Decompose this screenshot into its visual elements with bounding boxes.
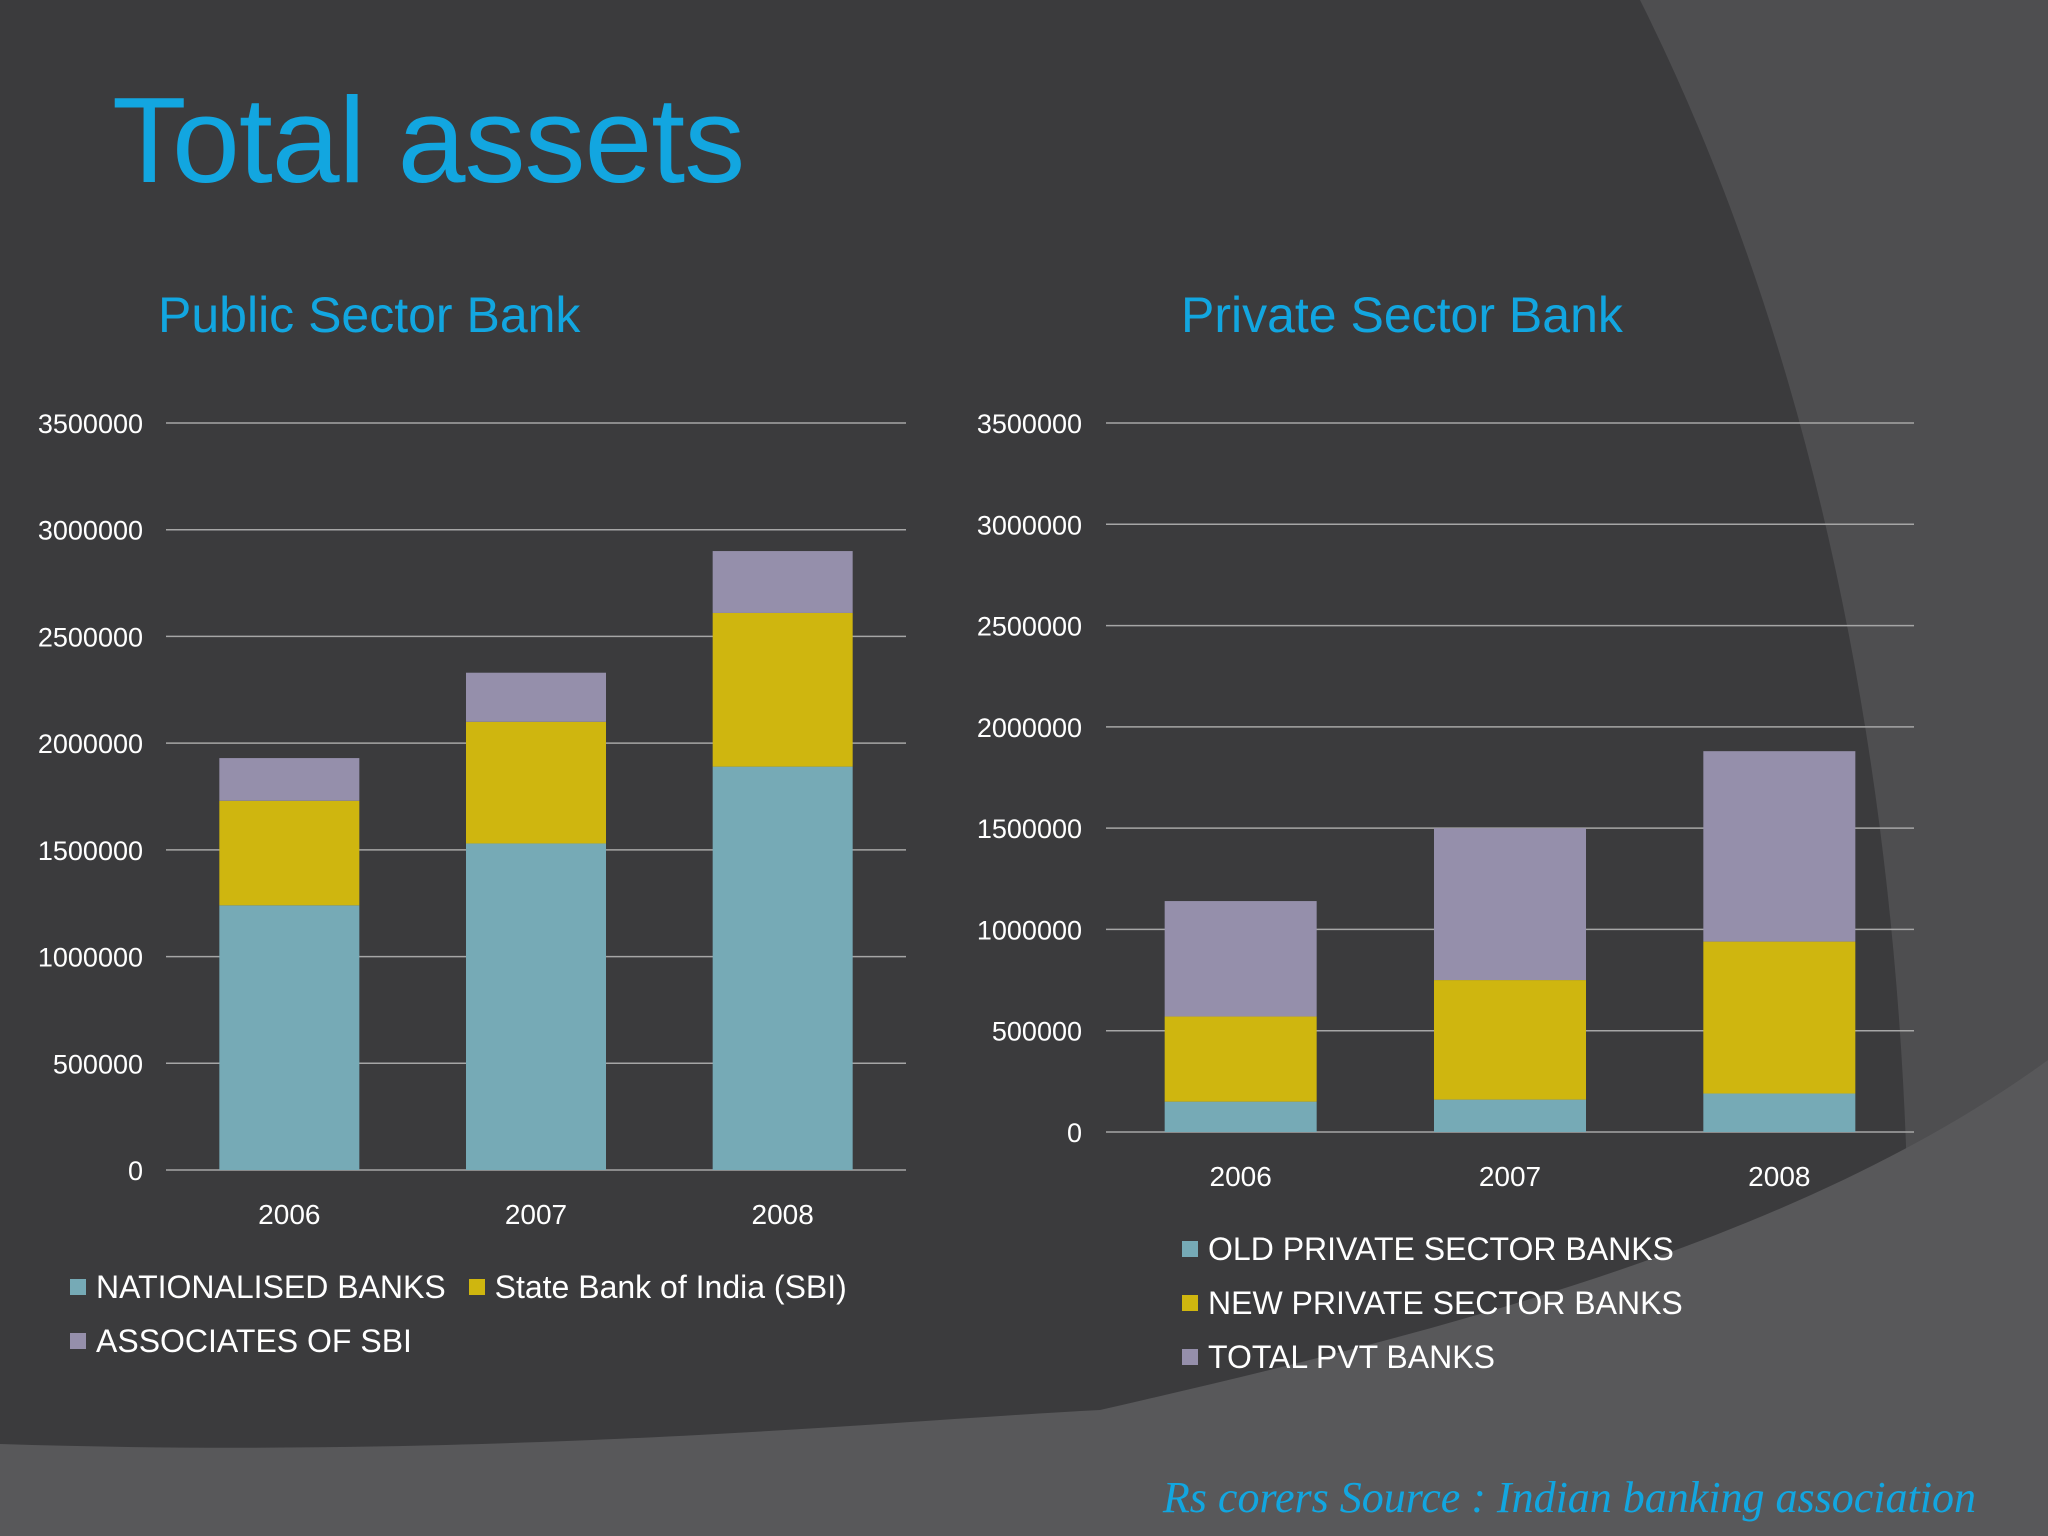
x-tick-label: 2007 (1479, 1161, 1541, 1192)
bar-segment (712, 766, 853, 1170)
y-tick-label: 2000000 (977, 713, 1082, 743)
public-chart: 0 500000 1000000 1500000 2000000 2500000 30000… (38, 409, 906, 1230)
public-chart-legend: NATIONALISED BANKS State Bank of India (… (70, 1260, 930, 1368)
legend-label: NATIONALISED BANKS (96, 1268, 446, 1305)
y-tick-label: 2500000 (977, 612, 1082, 642)
bar-segment (466, 721, 606, 844)
bar-segment (1434, 1099, 1586, 1132)
legend-swatch (468, 1279, 485, 1295)
y-tick-label: 500000 (992, 1017, 1082, 1047)
y-tick-label: 3000000 (977, 510, 1082, 540)
y-tick-label: 1500000 (977, 814, 1082, 844)
legend-label: TOTAL PVT BANKS (1208, 1338, 1495, 1375)
y-tick-label: 3000000 (38, 516, 143, 546)
x-tick-label: 2007 (505, 1199, 567, 1230)
legend-item-nationalised-banks: NATIONALISED BANKS (70, 1260, 446, 1314)
bar-segment (1703, 751, 1856, 942)
bar-segment (712, 612, 853, 767)
public-chart-title: Public Sector Bank (158, 287, 581, 343)
legend-label: NEW PRIVATE SECTOR BANKS (1208, 1284, 1683, 1321)
legend-item-associates-of-sbi: ASSOCIATES OF SBI (70, 1314, 412, 1368)
legend-label: OLD PRIVATE SECTOR BANKS (1208, 1230, 1674, 1267)
bar-segment (219, 800, 360, 906)
bar-segment (219, 905, 360, 1170)
bar-segment (1703, 941, 1856, 1094)
bar-segment (1703, 1093, 1856, 1132)
y-tick-label: 500000 (53, 1049, 143, 1079)
bar-segment (1164, 901, 1317, 1017)
legend-item-new-private-sector-banks: NEW PRIVATE SECTOR BANKS (1182, 1276, 1868, 1330)
x-tick-label: 2008 (1748, 1161, 1810, 1192)
x-tick-label: 2006 (258, 1199, 320, 1230)
private-chart-legend: OLD PRIVATE SECTOR BANKS NEW PRIVATE SEC… (1182, 1222, 1882, 1384)
bar-segment (712, 551, 853, 613)
legend-item-total-pvt-banks: TOTAL PVT BANKS (1182, 1330, 1868, 1384)
bar-segment (219, 758, 360, 801)
x-tick-label: 2006 (1210, 1161, 1272, 1192)
y-tick-label: 3500000 (38, 409, 143, 439)
bar-segment (466, 843, 606, 1170)
legend-item-sbi: State Bank of India (SBI) (468, 1260, 847, 1314)
y-tick-label: 0 (128, 1156, 143, 1186)
bar-segment (1164, 1016, 1317, 1102)
legend-swatch (1182, 1349, 1198, 1365)
slide-title: Total assets (112, 72, 745, 208)
x-tick-label: 2008 (752, 1199, 814, 1230)
legend-label: State Bank of India (SBI) (494, 1268, 847, 1305)
bar-segment (466, 672, 606, 722)
legend-swatch (1182, 1241, 1198, 1257)
y-tick-label: 1500000 (38, 836, 143, 866)
legend-item-old-private-sector-banks: OLD PRIVATE SECTOR BANKS (1182, 1222, 1868, 1276)
y-tick-label: 0 (1067, 1118, 1082, 1148)
y-tick-label: 2500000 (38, 622, 143, 652)
legend-label: ASSOCIATES OF SBI (96, 1322, 412, 1359)
private-chart: 0 500000 1000000 1500000 2000000 2500000 30000… (977, 409, 1914, 1192)
private-chart-title: Private Sector Bank (1181, 287, 1623, 343)
legend-swatch (70, 1279, 86, 1295)
y-tick-label: 2000000 (38, 729, 143, 759)
legend-swatch (1182, 1295, 1198, 1311)
bar-segment (1434, 828, 1586, 981)
bar-segment (1434, 980, 1586, 1100)
y-tick-label: 1000000 (38, 943, 143, 973)
legend-swatch (70, 1333, 86, 1349)
y-tick-label: 3500000 (977, 409, 1082, 439)
source-note: Rs corers Source : Indian banking associ… (1162, 1473, 1976, 1522)
bar-segment (1164, 1101, 1317, 1132)
y-tick-label: 1000000 (977, 915, 1082, 945)
